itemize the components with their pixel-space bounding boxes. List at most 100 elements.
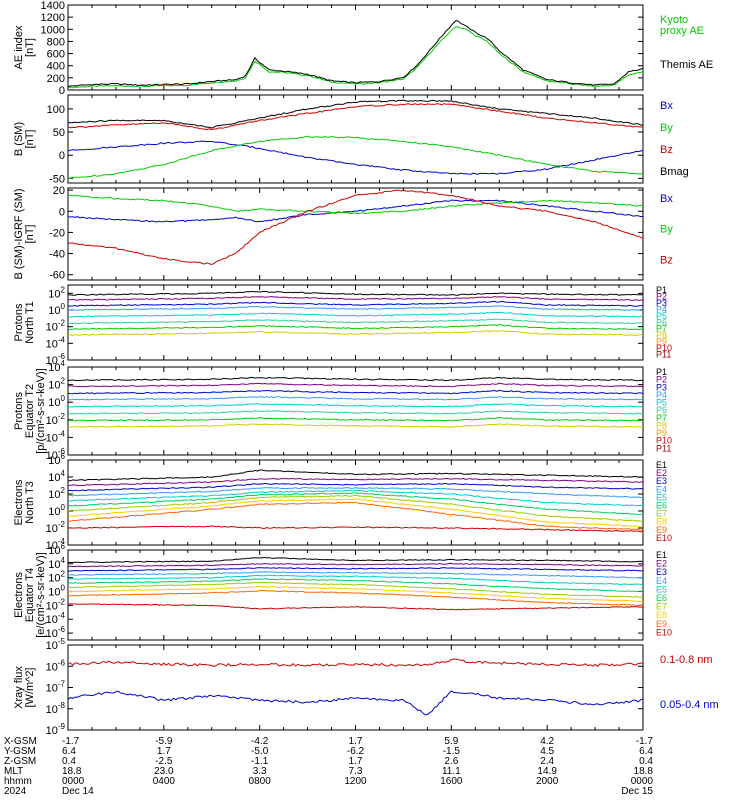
series-e2 [68,562,644,568]
y-tick-label: 10-6 [46,352,66,367]
x-axis-value: 0000 [631,776,654,787]
legend-entry: P2 [656,291,667,301]
series-p7 [67,416,644,422]
x-axis-value: 0.4 [639,756,653,767]
x-axis-row-label: X-GSM [4,736,37,747]
y-axis-label: ProtonsEquator T2[p/(cm²-s-sr-keV)] [13,368,47,454]
series-p3 [68,300,643,307]
panel-frame [67,94,644,184]
y-tick-label: 400 [47,61,65,73]
legend-entry: Themis AE [660,59,713,71]
x-axis-value: 1200 [344,776,367,787]
series-bx [67,199,644,223]
x-axis-table: X-GSM -1.7 -5.9 -4.2 1.7 5.9 4.2 -1.7 Y-GSM 6.4 1.… [4,736,653,797]
y-tick-label: 104 [48,469,65,484]
legend-entry: P1 [656,285,667,295]
x-axis-value: 0.4 [62,756,76,767]
x-axis-row-label: Y-GSM [4,746,36,757]
series-p7 [68,324,644,331]
x-axis-value: -6.2 [347,746,365,757]
series-e7 [67,494,643,522]
series-p1 [67,376,644,382]
y-tick-label: 200 [47,73,65,85]
y-axis-label: AE index[nT] [13,25,36,70]
series-p1 [67,290,644,296]
series-e8 [67,585,644,602]
legend-entry: P7 [656,413,667,423]
y-tick-label: 10-4 [46,537,66,552]
x-axis-row-label: hhmm [4,776,32,787]
legend-entry: E6 [656,501,667,511]
series-p4 [67,305,643,311]
panel-frame [67,644,644,731]
series-p5 [67,402,644,408]
series-e9 [67,501,644,531]
x-axis-value: -1.5 [443,746,461,757]
series-by [67,194,644,215]
series-kyoto-proxy-ae [67,26,644,89]
y-tick-label: 20 [53,185,65,197]
x-axis-value: -5.0 [251,746,269,757]
series-e4 [67,486,644,499]
x-axis-value: -5.9 [155,736,173,747]
y-tick-label: 1400 [41,0,65,12]
x-axis-value: 1.7 [349,736,363,747]
y-tick-label: 600 [47,49,65,61]
panel-2: -50 0 50 100 B (SM)[nT] Bx By Bz Bmag [13,94,689,185]
y-tick-label: 800 [47,36,65,48]
x-axis-row-label: 2024 [4,786,27,797]
legend-entry: Bx [660,193,673,205]
legend-entry: 0.1-0.8 nm [660,654,713,666]
legend-entry: P11 [656,443,671,453]
legend-entry: P10 [656,343,672,353]
series-e6 [67,578,644,593]
legend-entry: E8 [656,610,667,620]
legend-entry: E6 [656,593,667,603]
y-tick-label: 10-9 [46,722,66,737]
y-tick-label: 104 [48,359,65,374]
y-tick-label: 100 [48,584,65,599]
x-axis-value: 5.9 [444,736,458,747]
series-p4 [67,395,644,401]
legend-entry: Bz [660,144,673,156]
y-tick-label: 50 [53,127,65,139]
series-p8 [67,423,644,428]
x-axis-value: 2.6 [444,756,458,767]
legend-entry: E3 [656,476,667,486]
series-e2 [67,477,644,487]
legend-entry: E10 [656,627,672,637]
x-axis-value: 0400 [153,776,176,787]
legend-entry: P2 [656,375,667,385]
legend-entry: E9 [656,619,667,629]
series-bz [67,189,644,266]
y-tick-label: 10-2 [46,520,66,535]
series-e1 [67,469,644,482]
y-tick-label: 10-7 [46,680,66,695]
legend-entry: E7 [656,509,667,519]
series-e3 [67,482,644,492]
series-0-05-0-4-nm [67,690,644,716]
x-axis-value: 18.8 [634,766,654,777]
y-tick-label: 102 [48,486,65,501]
series-p6 [67,410,644,415]
legend-entry: P3 [656,298,667,308]
x-axis-value: -1.7 [62,736,80,747]
legend-entry: P9 [656,428,667,438]
x-axis-value: 1.7 [157,746,171,757]
legend-entry: By [660,224,673,236]
legend-entry: E3 [656,567,667,577]
legend-entry: 0.05-0.4 nm [660,699,719,711]
x-axis-value: 6.4 [639,746,653,757]
legend-entry: P6 [656,317,667,327]
legend-entry: E7 [656,602,667,612]
panel-frame [67,187,644,281]
legend-entry: P4 [656,304,667,314]
y-tick-label: 1000 [41,24,65,36]
x-axis-value: 3.3 [253,766,267,777]
series-e7 [67,581,643,598]
legend-entry: P9 [656,337,667,347]
legend-entry: E2 [656,559,667,569]
series-e3 [68,567,644,572]
series-e8 [68,498,644,528]
